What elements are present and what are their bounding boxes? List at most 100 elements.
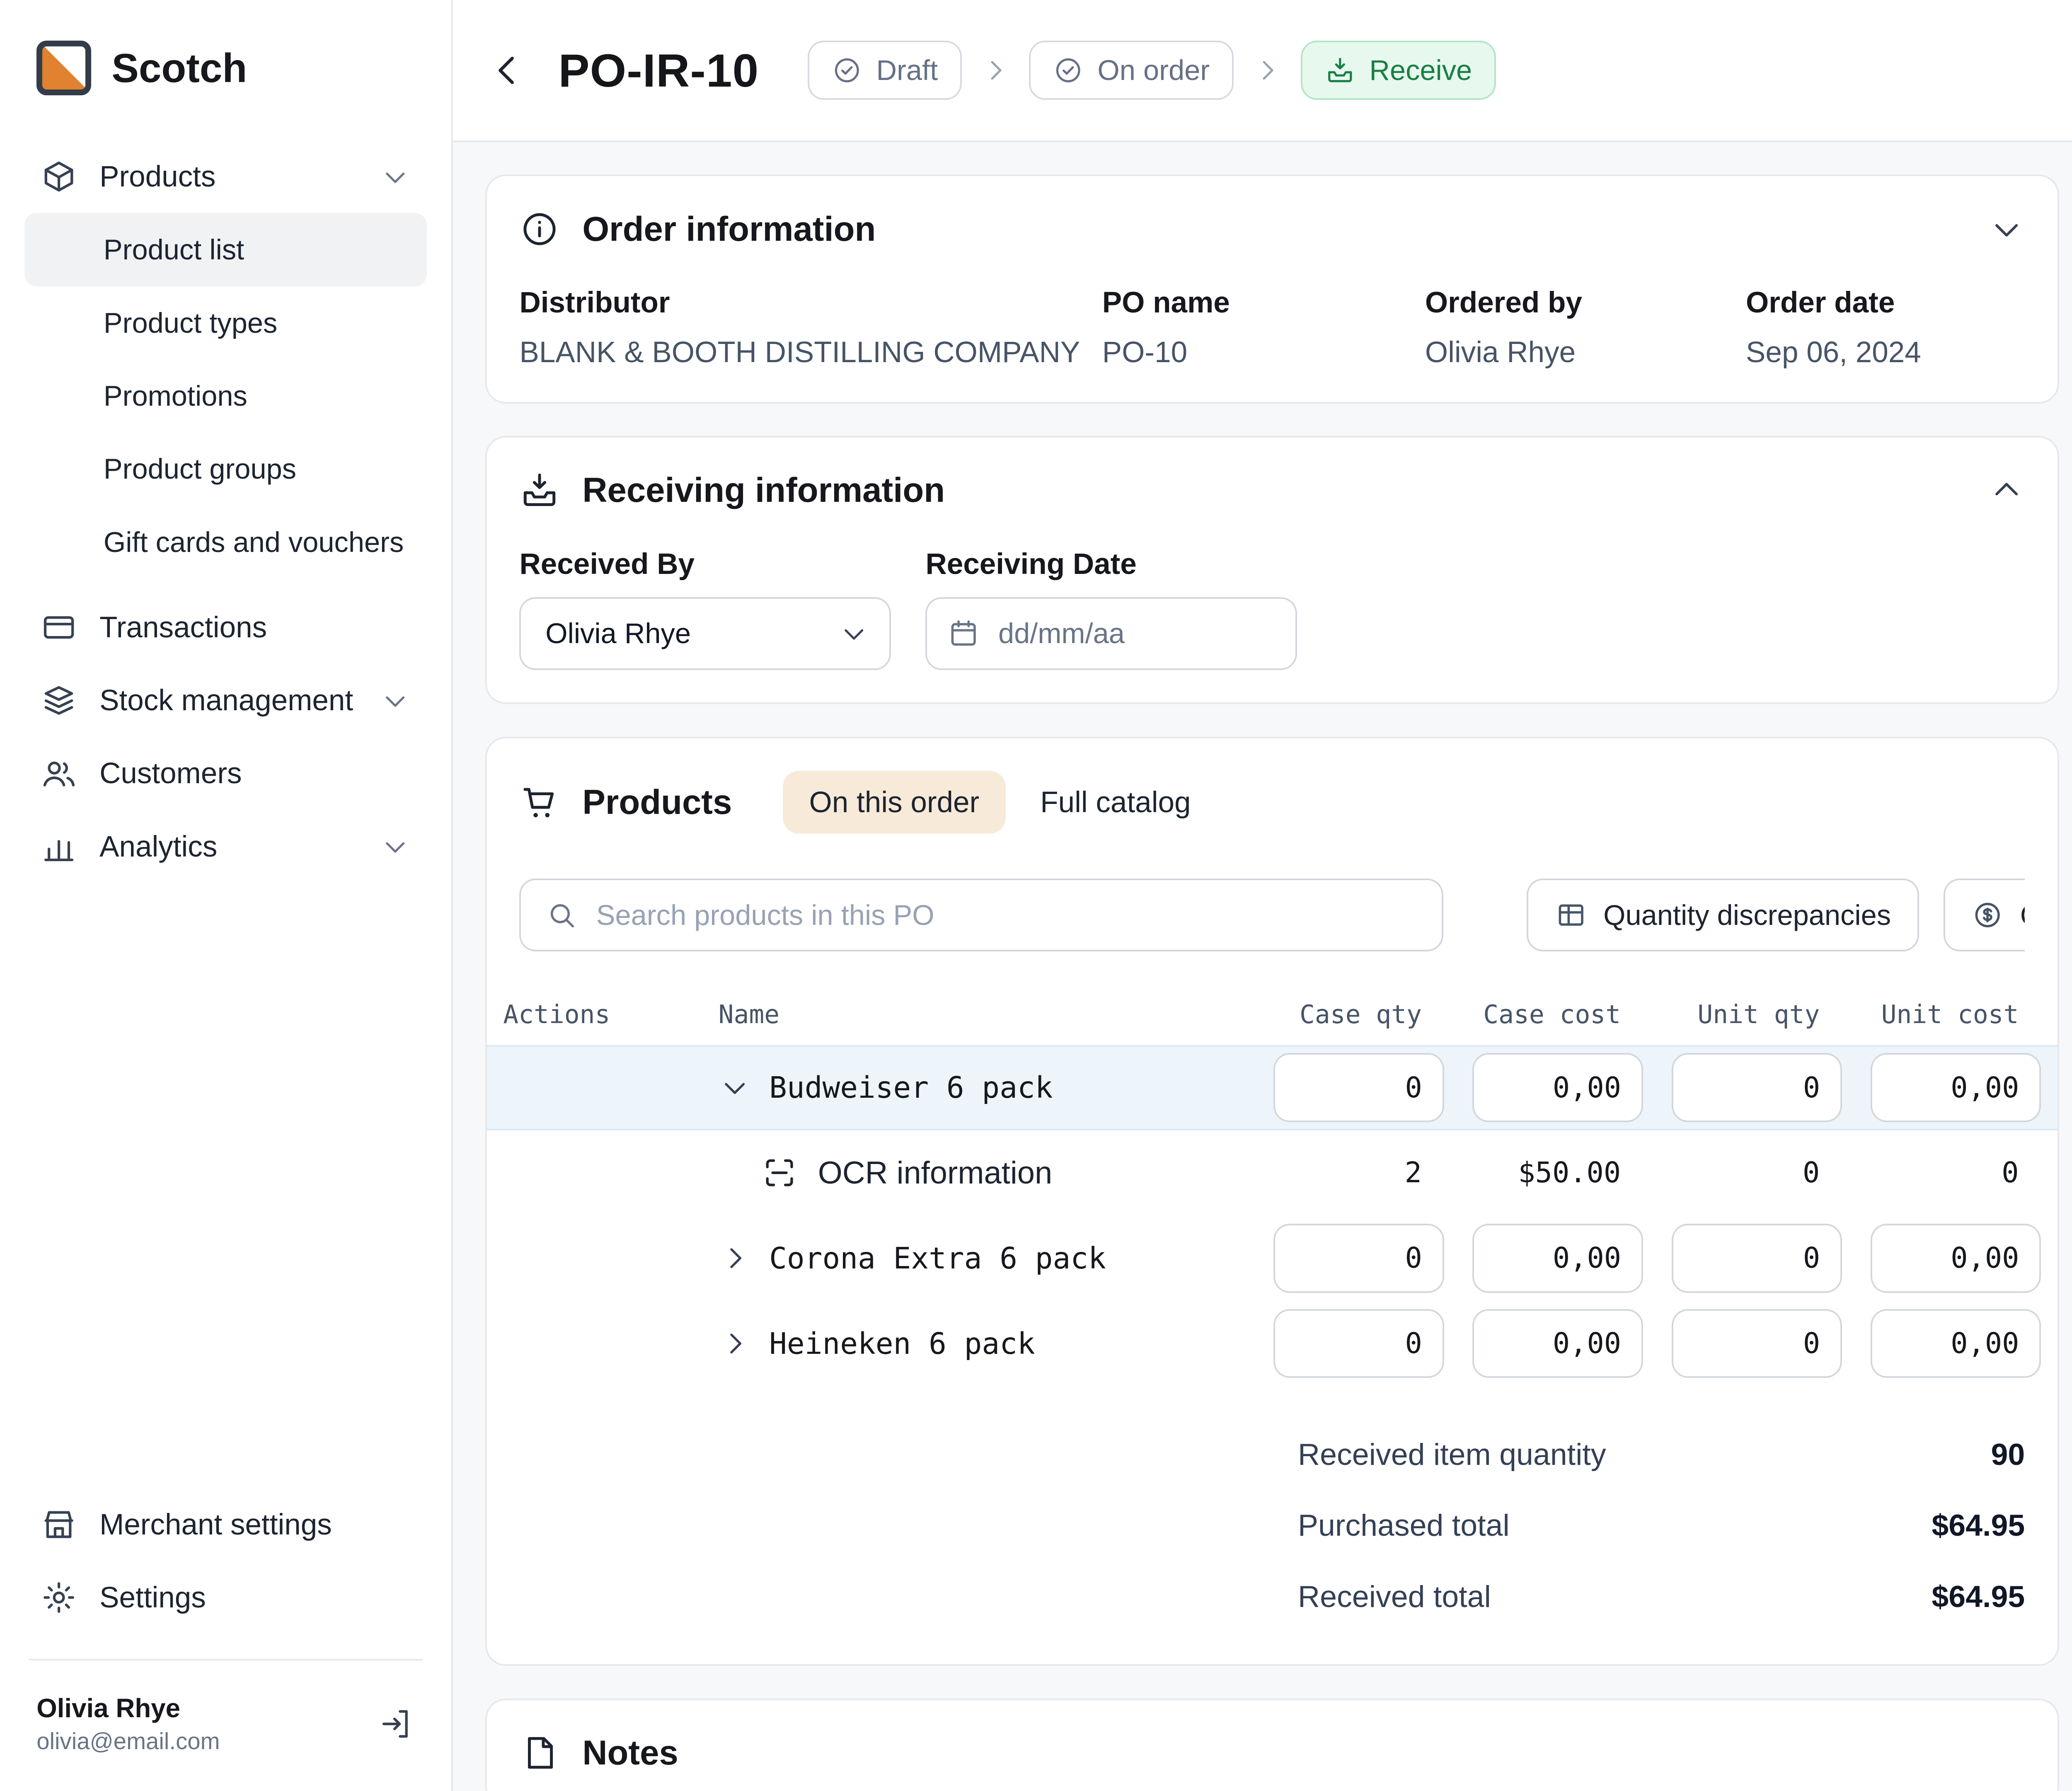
- cost-discrepancies-button[interactable]: Cost discrepancies: [1943, 878, 2025, 952]
- brand-name: Scotch: [111, 45, 247, 91]
- receive-icon: [519, 470, 560, 511]
- check-circle-icon: [832, 55, 862, 86]
- quantity-discrepancies-button[interactable]: Quantity discrepancies: [1526, 878, 1919, 952]
- status-steps: Draft On order Receive: [807, 41, 1496, 100]
- sidebar-item-label: Products: [99, 160, 216, 193]
- sidebar-item-analytics[interactable]: Analytics: [24, 810, 427, 883]
- chevron-right-icon: [719, 1327, 751, 1360]
- chevron-down-icon: [719, 1071, 751, 1104]
- receiving-date-input[interactable]: [998, 617, 1276, 650]
- back-button[interactable]: [485, 48, 530, 93]
- field-order-date: Order date Sep 06, 2024: [1746, 286, 1921, 369]
- scan-icon: [761, 1154, 798, 1191]
- card-title: Order information: [582, 209, 876, 248]
- field-distributor: Distributor BLANK & BOOTH DISTILLING COM…: [519, 286, 1080, 369]
- sidebar-item-product-types[interactable]: Product types: [103, 307, 278, 339]
- receive-icon: [1325, 55, 1356, 86]
- case-cost-input[interactable]: [1472, 1223, 1644, 1293]
- step-separator-icon: [980, 55, 1011, 86]
- user-block: Olivia Rhye olivia@email.com: [24, 1685, 427, 1758]
- status-chip-on-order[interactable]: On order: [1029, 41, 1234, 100]
- case-cost-input[interactable]: [1472, 1053, 1644, 1122]
- sidebar: Scotch Products Product list Product typ…: [0, 0, 453, 1791]
- tab-full-catalog[interactable]: Full catalog: [1040, 786, 1191, 819]
- unit-cost-input[interactable]: [1870, 1223, 2041, 1293]
- notes-card: Notes: [485, 1698, 2059, 1791]
- case-qty-input[interactable]: [1273, 1309, 1444, 1378]
- table-icon: [1555, 899, 1587, 931]
- sidebar-item-product-list[interactable]: Product list: [24, 213, 427, 286]
- receiving-date-input-wrap: [925, 597, 1297, 670]
- page-title: PO-IR-10: [558, 44, 759, 97]
- chevron-up-icon: [1988, 472, 2025, 508]
- sidebar-divider: [28, 1658, 423, 1661]
- brand-logo-icon: [36, 40, 92, 96]
- unit-qty-input[interactable]: [1671, 1053, 1842, 1122]
- case-cost-input[interactable]: [1472, 1309, 1644, 1378]
- sidebar-item-products[interactable]: Products: [24, 140, 427, 213]
- box-icon: [41, 158, 77, 195]
- sidebar-item-settings[interactable]: Settings: [24, 1561, 427, 1634]
- status-chip-receive[interactable]: Receive: [1300, 41, 1496, 100]
- sidebar-item-merchant-settings[interactable]: Merchant settings: [24, 1488, 427, 1561]
- sidebar-item-promotions[interactable]: Promotions: [103, 380, 247, 412]
- product-search-input[interactable]: [596, 898, 1418, 932]
- status-chip-draft[interactable]: Draft: [807, 41, 962, 100]
- row-expand-toggle[interactable]: [719, 1071, 751, 1104]
- bar-chart-icon: [41, 828, 77, 865]
- product-name-cell: Corona Extra 6 pack: [719, 1241, 1245, 1275]
- ocr-label-cell: OCR information: [719, 1154, 1245, 1191]
- users-icon: [41, 755, 77, 792]
- product-name-cell: Budweiser 6 pack: [719, 1070, 1245, 1105]
- table-row-heineken[interactable]: Heineken 6 pack: [487, 1301, 2057, 1386]
- case-qty-input[interactable]: [1273, 1053, 1444, 1122]
- unit-cost-input[interactable]: [1870, 1053, 2041, 1122]
- collapse-toggle[interactable]: [1988, 211, 2025, 247]
- logout-button[interactable]: [378, 1706, 414, 1742]
- store-icon: [41, 1506, 77, 1543]
- sidebar-item-gift-cards[interactable]: Gift cards and vouchers: [103, 526, 404, 558]
- sidebar-item-transactions[interactable]: Transactions: [24, 591, 427, 664]
- unit-qty-input[interactable]: [1671, 1309, 1842, 1378]
- chevron-down-icon: [380, 685, 411, 716]
- collapse-toggle[interactable]: [1988, 472, 2025, 508]
- main-area: PO-IR-10 Draft On order Receive Upload: [453, 0, 2072, 1791]
- order-info-fields: Distributor BLANK & BOOTH DISTILLING COM…: [519, 286, 2025, 369]
- info-icon: [519, 209, 560, 249]
- content-area: Order information Distributor BLANK & BO…: [453, 142, 2072, 1791]
- unit-cost-input[interactable]: [1870, 1309, 2041, 1378]
- sidebar-item-stock-management[interactable]: Stock management: [24, 664, 427, 737]
- case-qty-input[interactable]: [1273, 1223, 1444, 1293]
- ocr-unit-qty: 0: [1803, 1156, 1820, 1190]
- receiving-date-field: Receiving Date: [925, 547, 1297, 670]
- ocr-unit-cost: 0: [2002, 1156, 2019, 1190]
- document-icon: [519, 1733, 560, 1773]
- chevron-down-icon: [380, 831, 411, 862]
- sidebar-item-product-groups[interactable]: Product groups: [103, 453, 297, 485]
- receiving-information-card: Receiving information Received By Olivia…: [485, 436, 2059, 704]
- row-expand-toggle[interactable]: [719, 1327, 751, 1360]
- logout-icon: [378, 1706, 414, 1742]
- unit-qty-input[interactable]: [1671, 1223, 1842, 1293]
- table-row-budweiser[interactable]: Budweiser 6 pack: [487, 1045, 2057, 1130]
- product-name-cell: Heineken 6 pack: [719, 1326, 1245, 1361]
- field-po-name: PO name PO-10: [1102, 286, 1230, 369]
- ocr-information-row: OCR information 2 $50.00 0 0: [487, 1130, 2057, 1216]
- received-by-field: Received By Olivia Rhye: [519, 547, 891, 670]
- step-separator-icon: [1252, 55, 1283, 86]
- row-expand-toggle[interactable]: [719, 1242, 751, 1274]
- sidebar-item-customers[interactable]: Customers: [24, 737, 427, 810]
- field-ordered-by: Ordered by Olivia Rhye: [1425, 286, 1582, 369]
- tab-on-this-order[interactable]: On this order: [782, 771, 1006, 834]
- products-table: Actions Name Case qty Case cost Unit qty…: [487, 984, 2057, 1386]
- table-row-corona[interactable]: Corona Extra 6 pack: [487, 1215, 2057, 1301]
- chevron-down-icon: [839, 618, 869, 649]
- order-information-card: Order information Distributor BLANK & BO…: [485, 174, 2059, 404]
- received-by-select[interactable]: Olivia Rhye: [519, 597, 891, 670]
- chevron-down-icon: [1988, 211, 2025, 247]
- chevron-right-icon: [719, 1242, 751, 1274]
- chevron-left-icon: [485, 48, 530, 93]
- spacer: [1468, 879, 1502, 951]
- summary-row: Received item quantity 90: [1298, 1437, 2025, 1472]
- product-search-wrap: [519, 878, 1443, 952]
